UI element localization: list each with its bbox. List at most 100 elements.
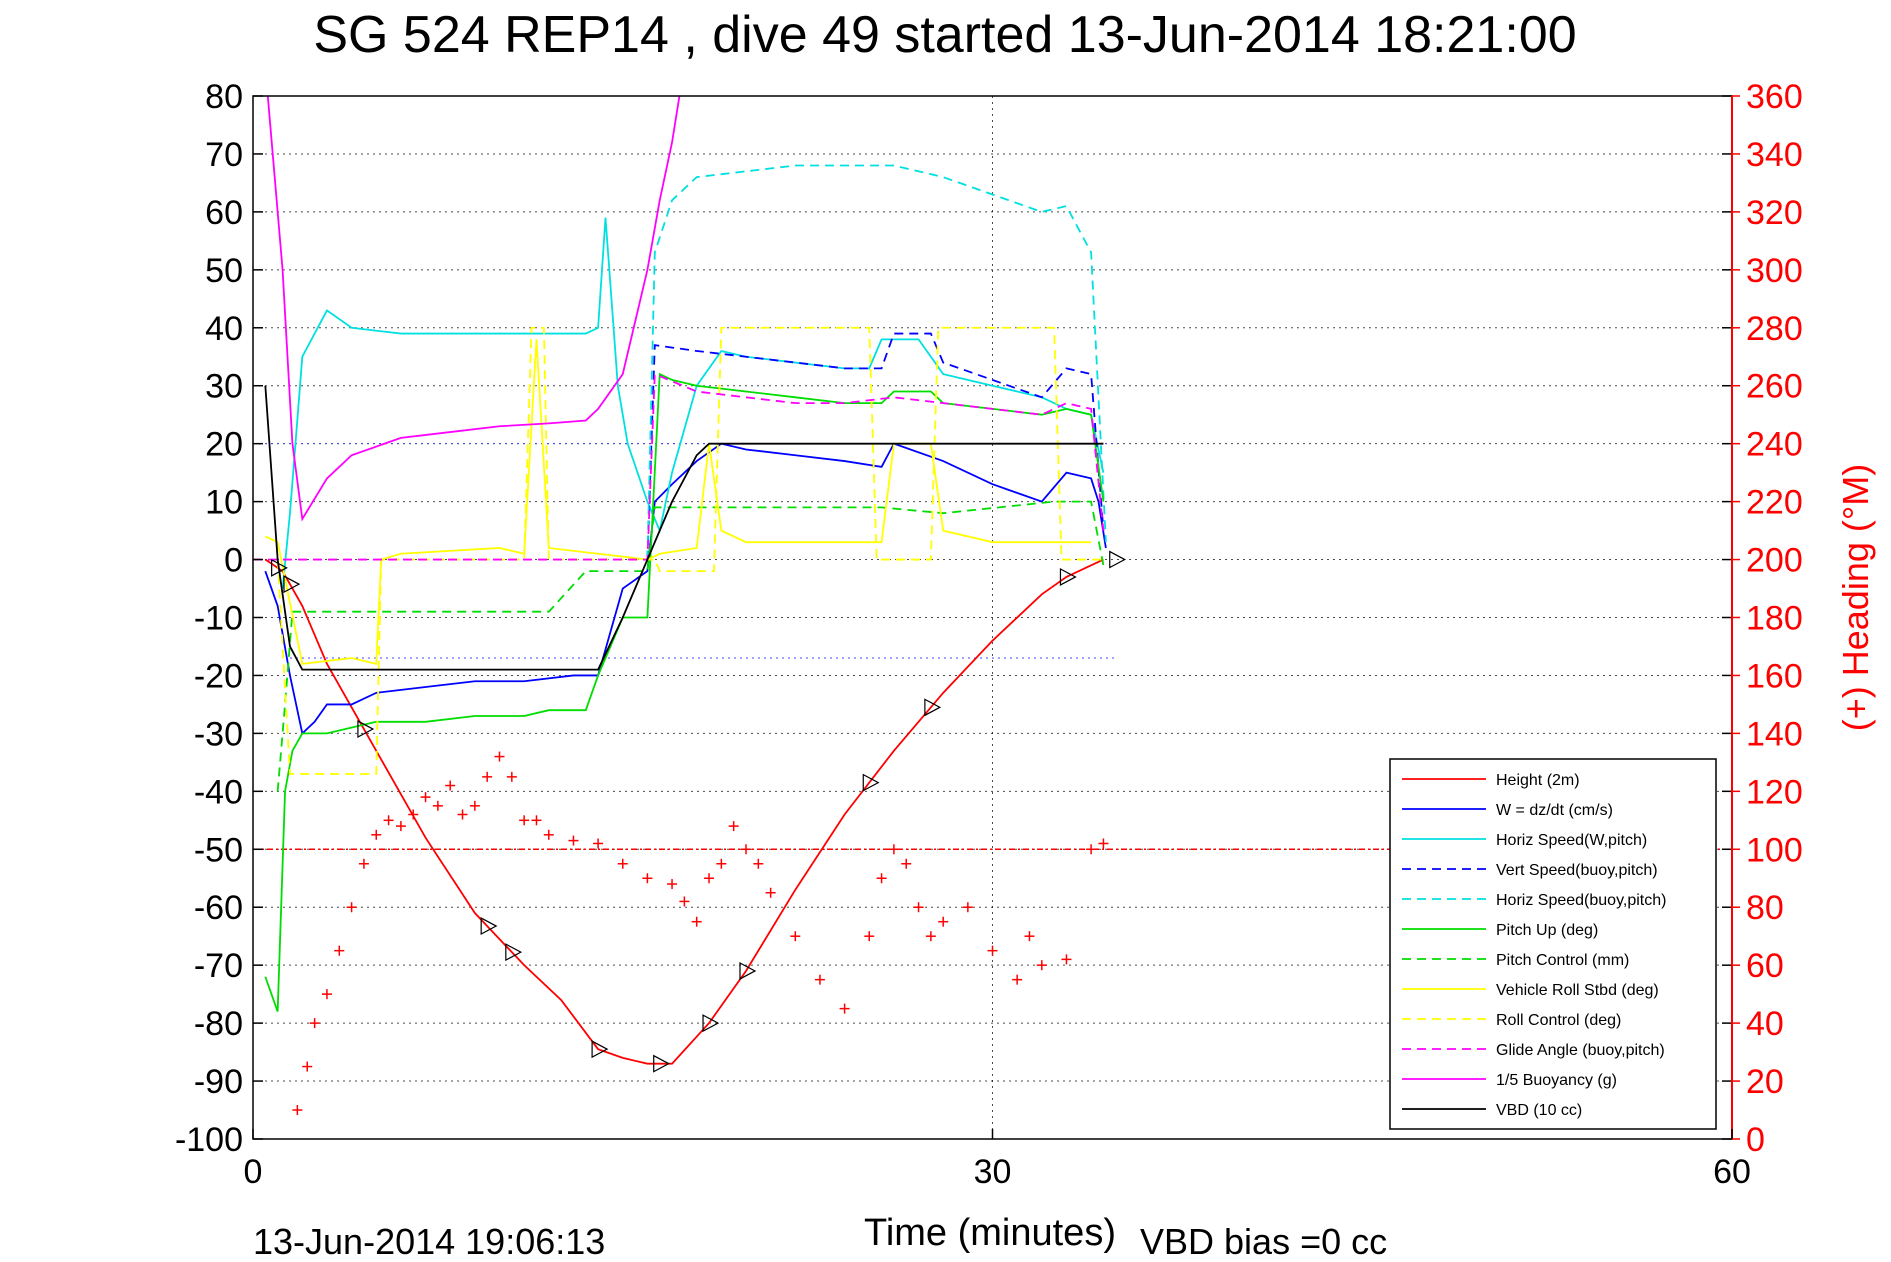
x-tick-label: 0 (244, 1153, 263, 1191)
triangle-marker (653, 1054, 670, 1073)
series-line-buoyancy (266, 95, 681, 522)
y2-tick-label: 160 (1746, 657, 1803, 695)
heading-point (987, 945, 998, 956)
heading-point (938, 916, 949, 927)
heading-point (839, 1003, 850, 1014)
x-tick-label: 30 (974, 1153, 1012, 1191)
y2-tick-label: 20 (1746, 1063, 1784, 1101)
heading-point (790, 931, 801, 942)
legend-label-vert_buoy: Vert Speed(buoy,pitch) (1496, 862, 1658, 879)
series-line-pitch_control (276, 500, 1105, 792)
heading-point (1036, 960, 1047, 971)
triangle-marker (1059, 567, 1077, 586)
triangle-marker (702, 1014, 720, 1033)
heading-point (765, 887, 776, 898)
y2-tick-label: 320 (1746, 194, 1803, 232)
legend-label-roll_control: Roll Control (deg) (1496, 1012, 1621, 1029)
y-tick-label: 70 (205, 136, 243, 174)
y-tick-label: -40 (194, 773, 243, 811)
heading-point (395, 821, 406, 832)
y2-tick-label: 340 (1746, 136, 1803, 174)
heading-point (568, 835, 579, 846)
legend-box (1389, 758, 1717, 1130)
triangle-marker (283, 575, 301, 594)
x-axis-label: Time (minutes) (864, 1212, 1116, 1254)
triangle-marker (271, 558, 288, 577)
heading-point (445, 780, 456, 791)
series-line-vbd (264, 385, 1104, 671)
y2-tick-label: 140 (1746, 715, 1803, 753)
heading-point (728, 821, 739, 832)
y-tick-label: 30 (205, 368, 243, 406)
y-tick-label: -80 (194, 1005, 243, 1043)
legend-label-vbd: VBD (10 cc) (1496, 1102, 1582, 1119)
heading-point (741, 844, 751, 855)
y-tick-label: 40 (205, 310, 243, 348)
series-line-glide (253, 372, 1105, 561)
heading-point (302, 1061, 313, 1072)
series-line-vert_buoy (646, 332, 1105, 560)
y-tick-label: 60 (205, 194, 243, 232)
series-line-w (264, 442, 1107, 736)
series-line-horiz_w (281, 217, 1105, 589)
y-tick-label: 10 (205, 484, 243, 522)
heading-point (691, 916, 702, 927)
triangle-marker (357, 720, 375, 739)
heading-point (457, 809, 468, 820)
legend-label-buoyancy: 1/5 Buoyancy (g) (1496, 1072, 1617, 1089)
heading-point (420, 792, 431, 803)
triangle-marker (739, 961, 757, 980)
triangle-marker (505, 943, 523, 962)
y2-tick-label: 260 (1746, 368, 1803, 406)
footer-timestamp: 13-Jun-2014 19:06:13 (253, 1221, 605, 1262)
heading-point (1086, 844, 1097, 855)
heading-point (925, 931, 936, 942)
legend-label-horiz_buoy: Horiz Speed(buoy,pitch) (1496, 892, 1666, 909)
y2-tick-label: 280 (1746, 310, 1803, 348)
heading-point (432, 800, 443, 811)
triangle-marker (591, 1040, 609, 1059)
legend-label-glide: Glide Angle (buoy,pitch) (1496, 1042, 1665, 1059)
legend-label-w: W = dz/dt (cm/s) (1496, 802, 1613, 819)
series-line-pitch (264, 372, 1105, 1012)
y-tick-label: -50 (194, 831, 243, 869)
legend-label-height: Height (2m) (1496, 772, 1580, 789)
y2-tick-label: 180 (1746, 600, 1803, 638)
y2-tick-label: 40 (1746, 1005, 1784, 1043)
heading-point (321, 989, 332, 1000)
triangle-marker (862, 773, 880, 792)
triangle-marker (480, 917, 498, 936)
y2-tick-label: 60 (1746, 947, 1784, 985)
footer-vbd-bias: VBD bias =0 cc (1140, 1221, 1387, 1262)
axis-ticks: 80706050403020100-10-20-30-40-50-60-70-8… (175, 78, 1803, 1191)
legend: Height (2m) W = dz/dt (cm/s) Horiz Speed(W… (1389, 758, 1717, 1130)
legend-label-horiz_w: Horiz Speed(W,pitch) (1496, 832, 1647, 849)
y-tick-label: 50 (205, 252, 243, 290)
y-tick-label: -90 (194, 1063, 243, 1101)
legend-label-roll: Vehicle Roll Stbd (deg) (1496, 982, 1659, 999)
y2-axis-label: (+) Heading (°M) (1835, 464, 1876, 731)
heading-point (494, 751, 505, 762)
heading-point (482, 771, 493, 782)
y2-tick-label: 100 (1746, 831, 1803, 869)
y-tick-label: 20 (205, 426, 243, 464)
heading-point (876, 873, 887, 884)
y-tick-label: -30 (194, 715, 243, 753)
heading-point (292, 1105, 303, 1116)
heading-point (1061, 954, 1072, 965)
series-line-height (264, 558, 1104, 1065)
y2-tick-label: 120 (1746, 773, 1803, 811)
heading-point (617, 858, 628, 869)
heading-point (1024, 931, 1035, 942)
y-tick-label: -10 (194, 600, 243, 638)
x-tick-label: 60 (1713, 1153, 1751, 1191)
heading-point (531, 815, 542, 826)
y2-tick-label: 0 (1746, 1121, 1765, 1159)
heading-point (913, 902, 924, 913)
heading-point (309, 1018, 320, 1029)
y-tick-label: -60 (194, 889, 243, 927)
y-tick-label: 0 (224, 542, 243, 580)
y-tick-label: -100 (175, 1121, 243, 1159)
y2-tick-label: 240 (1746, 426, 1803, 464)
